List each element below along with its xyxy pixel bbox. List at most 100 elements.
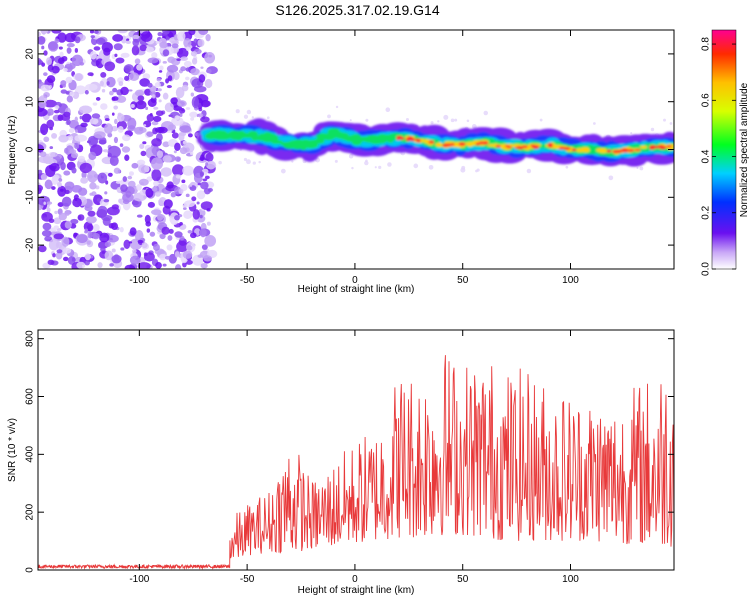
noise-blob xyxy=(156,150,164,159)
noise-blob xyxy=(38,245,47,253)
noise-blob xyxy=(155,110,164,117)
track-blob xyxy=(615,150,623,153)
noise-blob xyxy=(157,31,163,37)
noise-blob xyxy=(76,234,88,244)
noise-blob xyxy=(60,188,64,192)
snr-y-axis-label: SNR (10 * v/v) xyxy=(7,418,18,482)
noise-speck xyxy=(266,116,270,120)
noise-blob xyxy=(138,178,149,186)
noise-blob xyxy=(74,129,78,134)
track-blob xyxy=(521,145,529,148)
noise-blob xyxy=(172,164,185,177)
noise-blob xyxy=(157,88,162,92)
noise-speck xyxy=(374,166,377,169)
track-blob xyxy=(627,149,635,152)
noise-blob xyxy=(205,152,214,163)
track-blob xyxy=(548,144,553,148)
track-blob xyxy=(486,143,498,147)
noise-blob xyxy=(38,144,44,153)
noise-blob xyxy=(204,235,217,247)
noise-blob xyxy=(87,170,98,183)
noise-blob xyxy=(167,75,173,82)
noise-blob xyxy=(205,34,211,42)
noise-blob xyxy=(53,225,60,230)
noise-blob xyxy=(43,72,48,77)
noise-blob xyxy=(173,71,180,81)
noise-blob xyxy=(74,142,80,150)
noise-blob xyxy=(40,84,51,92)
noise-blob xyxy=(102,217,111,226)
noise-blob xyxy=(167,235,173,241)
noise-blob xyxy=(131,45,140,56)
noise-speck xyxy=(636,166,639,170)
noise-speck xyxy=(246,109,252,115)
spectrogram-x-tick-label: 50 xyxy=(457,275,469,286)
noise-blob xyxy=(132,34,140,40)
noise-speck xyxy=(428,164,434,170)
noise-blob xyxy=(41,45,45,50)
noise-blob xyxy=(69,91,75,97)
track-blob xyxy=(334,132,349,139)
noise-blob xyxy=(162,263,167,267)
noise-blob xyxy=(109,155,119,167)
track-blob xyxy=(383,137,393,142)
chart-title: S126.2025.317.02.19.G14 xyxy=(275,2,440,18)
noise-blob xyxy=(53,233,65,240)
spectrogram-y-tick-label: -20 xyxy=(25,237,36,252)
noise-blob xyxy=(119,143,124,147)
noise-blob xyxy=(166,64,179,73)
noise-blob xyxy=(88,151,97,161)
noise-blob xyxy=(130,104,135,108)
snr-axes: -100 -50 0 50 100 0 200 400 600 800 xyxy=(25,330,674,585)
noise-blob xyxy=(161,226,170,235)
noise-blob xyxy=(151,186,158,192)
noise-blob xyxy=(162,30,170,35)
noise-speck xyxy=(450,118,455,123)
noise-blob xyxy=(103,199,110,203)
noise-blob xyxy=(54,210,58,215)
noise-speck xyxy=(608,175,614,181)
track-blob xyxy=(428,140,434,144)
noise-blob xyxy=(163,199,173,209)
noise-blob xyxy=(104,250,114,261)
noise-speck xyxy=(252,161,256,165)
noise-blob xyxy=(58,134,69,143)
noise-blob xyxy=(51,176,59,185)
noise-blob xyxy=(111,96,119,101)
noise-blob xyxy=(197,113,204,118)
noise-blob xyxy=(46,201,53,205)
noise-blob xyxy=(174,215,180,221)
noise-blob xyxy=(101,88,106,93)
noise-blob xyxy=(57,32,67,43)
noise-speck xyxy=(327,114,331,119)
noise-blob xyxy=(204,78,213,89)
noise-blob xyxy=(132,248,137,254)
noise-blob xyxy=(199,171,204,177)
noise-blob xyxy=(45,57,52,66)
track-blob xyxy=(597,148,607,152)
noise-blob xyxy=(190,68,200,76)
track-blob xyxy=(666,145,672,148)
noise-blob xyxy=(120,86,129,96)
noise-blob xyxy=(142,73,151,80)
noise-blob xyxy=(152,115,162,123)
noise-blob xyxy=(200,201,213,211)
noise-blob xyxy=(80,177,89,184)
noise-blob xyxy=(156,213,164,221)
noise-blob xyxy=(136,159,146,166)
noise-blob xyxy=(153,180,159,187)
noise-blob xyxy=(115,180,122,184)
noise-blob xyxy=(99,136,107,145)
noise-blob xyxy=(123,239,131,250)
noise-speck xyxy=(243,114,249,119)
noise-blob xyxy=(95,96,101,101)
noise-speck xyxy=(630,132,633,135)
noise-speck xyxy=(243,157,248,162)
noise-blob xyxy=(87,224,94,232)
noise-blob xyxy=(79,162,93,174)
noise-blob xyxy=(202,100,211,107)
noise-speck xyxy=(483,110,488,116)
noise-blob xyxy=(57,181,62,188)
noise-blob xyxy=(41,62,46,67)
